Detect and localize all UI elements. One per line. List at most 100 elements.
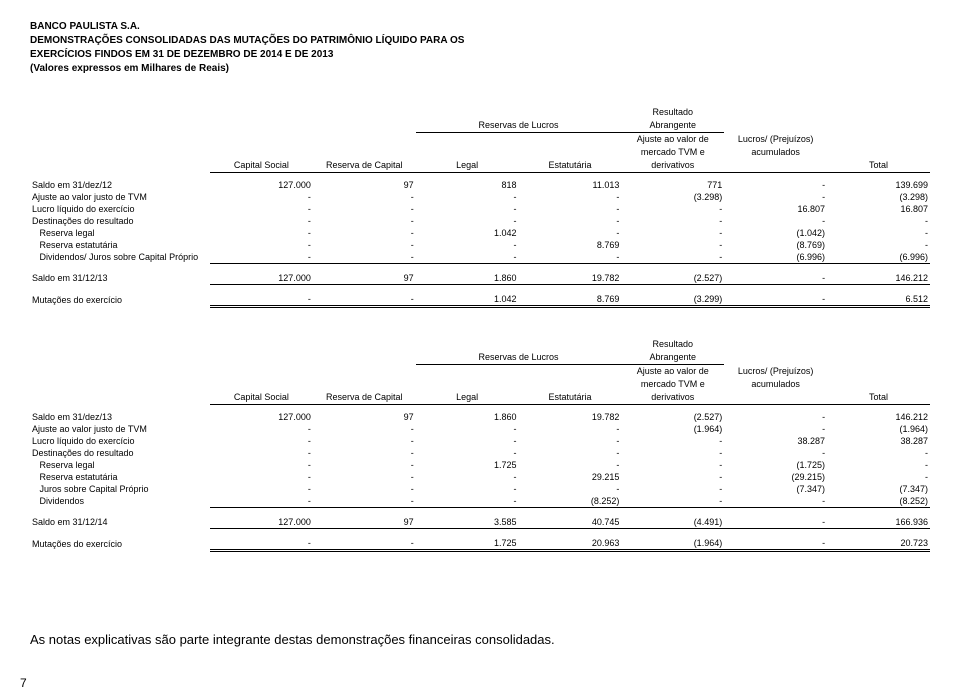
row-label: Destinações do resultado: [30, 447, 210, 459]
cell-value: -: [724, 423, 827, 435]
cell-value: (8.769): [724, 239, 827, 251]
row-label: Reserva estatutária: [30, 471, 210, 483]
cell-value: -: [827, 215, 930, 227]
cell-value: -: [313, 215, 416, 227]
cell-value: 818: [416, 179, 519, 191]
cell-value: 127.000: [210, 516, 313, 529]
cell-value: (3.299): [621, 293, 724, 307]
cell-value: 40.745: [519, 516, 622, 529]
cell-value: -: [724, 215, 827, 227]
cell-value: (1.964): [827, 423, 930, 435]
row-label: Ajuste ao valor justo de TVM: [30, 423, 210, 435]
col-c1: Capital Social: [210, 159, 313, 173]
cell-value: 3.585: [416, 516, 519, 529]
cell-value: (3.298): [827, 191, 930, 203]
cell-value: 97: [313, 179, 416, 191]
cell-value: 6.512: [827, 293, 930, 307]
cell-value: -: [724, 495, 827, 508]
cell-value: -: [724, 537, 827, 551]
cell-value: 8.769: [519, 293, 622, 307]
t2-body: Saldo em 31/dez/13127.000971.86019.782(2…: [30, 411, 930, 551]
row-label: Saldo em 31/dez/13: [30, 411, 210, 423]
cell-value: (3.298): [621, 191, 724, 203]
unit-note: (Valores expressos em Milhares de Reais): [30, 62, 930, 76]
cell-value: -: [210, 447, 313, 459]
cell-value: (7.347): [827, 483, 930, 495]
cell-value: -: [313, 537, 416, 551]
cell-value: -: [827, 459, 930, 471]
cell-value: -: [416, 239, 519, 251]
row-label: Mutações do exercício: [30, 537, 210, 551]
col-c6a: Lucros/ (Prejuízos): [724, 133, 827, 147]
cell-value: -: [210, 251, 313, 264]
t1-body: Saldo em 31/dez/12127.0009781811.013771-…: [30, 179, 930, 307]
page-number: 7: [20, 676, 27, 690]
cell-value: (2.527): [621, 272, 724, 285]
cell-value: 771: [621, 179, 724, 191]
cell-value: -: [621, 239, 724, 251]
cell-value: (1.964): [621, 537, 724, 551]
cell-value: -: [519, 215, 622, 227]
cell-value: 97: [313, 272, 416, 285]
col-resultado-2: Abrangente: [621, 119, 724, 133]
col-resultado-1: Resultado: [621, 106, 724, 119]
cell-value: -: [313, 227, 416, 239]
row-label: Destinações do resultado: [30, 215, 210, 227]
cell-value: -: [519, 203, 622, 215]
cell-value: -: [416, 435, 519, 447]
cell-value: 16.807: [827, 203, 930, 215]
cell-value: -: [210, 203, 313, 215]
cell-value: (1.725): [724, 459, 827, 471]
cell-value: -: [621, 495, 724, 508]
col-c4: Estatutária: [519, 159, 622, 173]
row-label: Reserva legal: [30, 227, 210, 239]
row-label: Lucro líquido do exercício: [30, 203, 210, 215]
cell-value: 1.042: [416, 227, 519, 239]
cell-value: -: [519, 459, 622, 471]
cell-value: 1.042: [416, 293, 519, 307]
cell-value: -: [724, 272, 827, 285]
row-label: Reserva estatutária: [30, 239, 210, 251]
cell-value: -: [519, 191, 622, 203]
cell-value: (8.252): [519, 495, 622, 508]
cell-value: -: [210, 459, 313, 471]
cell-value: -: [313, 471, 416, 483]
cell-value: 127.000: [210, 179, 313, 191]
cell-value: (1.964): [621, 423, 724, 435]
cell-value: (1.042): [724, 227, 827, 239]
cell-value: -: [313, 239, 416, 251]
cell-value: 1.725: [416, 459, 519, 471]
cell-value: (4.491): [621, 516, 724, 529]
cell-value: 139.699: [827, 179, 930, 191]
cell-value: 29.215: [519, 471, 622, 483]
cell-value: 38.287: [827, 435, 930, 447]
cell-value: -: [313, 483, 416, 495]
col-c2: Reserva de Capital: [313, 159, 416, 173]
cell-value: -: [827, 239, 930, 251]
cell-value: -: [210, 239, 313, 251]
cell-value: -: [210, 471, 313, 483]
cell-value: 127.000: [210, 411, 313, 423]
cell-value: -: [416, 495, 519, 508]
cell-value: -: [210, 423, 313, 435]
cell-value: -: [210, 435, 313, 447]
cell-value: -: [416, 483, 519, 495]
cell-value: (29.215): [724, 471, 827, 483]
cell-value: -: [416, 423, 519, 435]
cell-value: (6.996): [724, 251, 827, 264]
row-label: Dividendos: [30, 495, 210, 508]
cell-value: 20.963: [519, 537, 622, 551]
cell-value: -: [827, 447, 930, 459]
cell-value: -: [724, 516, 827, 529]
col-c5a: Ajuste ao valor de: [621, 133, 724, 147]
cell-value: -: [313, 251, 416, 264]
cell-value: -: [519, 483, 622, 495]
cell-value: -: [210, 215, 313, 227]
row-label: Mutações do exercício: [30, 293, 210, 307]
cell-value: -: [313, 203, 416, 215]
col-c3: Legal: [416, 159, 519, 173]
row-label: Reserva legal: [30, 459, 210, 471]
cell-value: 8.769: [519, 239, 622, 251]
row-label: Lucro líquido do exercício: [30, 435, 210, 447]
cell-value: -: [416, 471, 519, 483]
